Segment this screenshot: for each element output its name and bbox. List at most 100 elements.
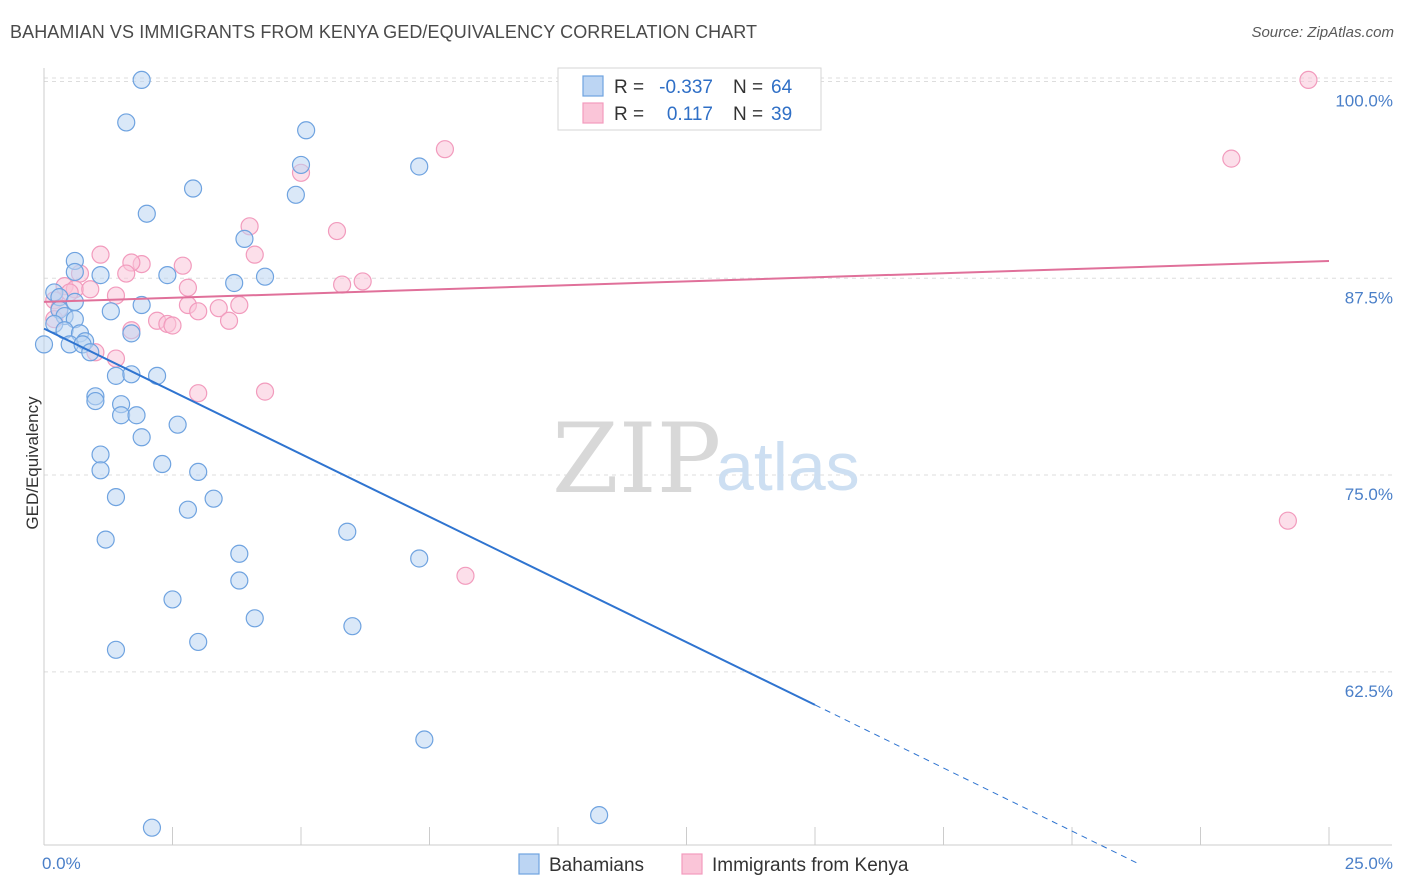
- kenya-point: [333, 275, 352, 294]
- bottom-legend-swatch-bahamians: [518, 853, 540, 875]
- chart-title: BAHAMIAN VS IMMIGRANTS FROM KENYA GED/EQ…: [10, 22, 758, 42]
- legend-n-value-1: 64: [771, 77, 793, 98]
- bahamian-point: [91, 266, 110, 285]
- legend-r-label-1: R =: [614, 77, 644, 98]
- series-legend: Bahamians Immigrants from Kenya: [518, 853, 909, 876]
- kenya-point: [91, 245, 110, 264]
- kenya-point: [178, 278, 198, 297]
- bahamian-point: [132, 295, 151, 315]
- bahamian-trend-extension: [814, 704, 1140, 865]
- x-ticks: [172, 827, 1330, 845]
- bahamian-point: [158, 266, 177, 285]
- kenya-point: [230, 295, 249, 315]
- axes: [43, 68, 1392, 846]
- source-credit: Source: ZipAtlas.com: [1251, 24, 1394, 41]
- kenya-point: [353, 272, 372, 291]
- bahamian-point: [168, 415, 187, 434]
- bahamian-point: [245, 609, 264, 628]
- bahamian-point: [291, 155, 311, 175]
- kenya-point: [1222, 149, 1241, 168]
- bahamian-point: [34, 335, 54, 354]
- bahamian-point: [111, 406, 131, 425]
- bahamian-point: [122, 324, 141, 343]
- bahamian-point: [590, 805, 609, 825]
- legend-swatch-bahamians: [582, 75, 604, 97]
- kenya-trend-line: [43, 259, 1330, 303]
- bahamian-points: [34, 70, 609, 837]
- bahamian-point: [86, 391, 105, 411]
- y-tick-label: 87.5%: [1345, 288, 1393, 307]
- y-tick-label: 100.0%: [1335, 91, 1393, 110]
- y-tick-labels: 100.0% 87.5% 75.0% 62.5%: [1335, 91, 1393, 700]
- bahamian-point: [286, 185, 305, 204]
- bahamian-point: [255, 267, 275, 286]
- kenya-point: [245, 245, 264, 264]
- kenya-point: [173, 256, 192, 275]
- bahamian-point: [117, 113, 136, 132]
- bahamian-point: [96, 530, 115, 549]
- kenya-point: [209, 299, 228, 318]
- bahamian-point: [410, 549, 429, 568]
- watermark: ZIP atlas: [552, 403, 860, 515]
- y-axis-label: GED/Equivalency: [23, 396, 42, 530]
- bottom-legend-label-kenya: Immigrants from Kenya: [712, 855, 909, 876]
- bahamian-point: [235, 229, 254, 249]
- bahamian-point: [189, 632, 208, 652]
- bahamian-point: [338, 522, 357, 541]
- bahamian-point: [225, 273, 244, 293]
- bottom-legend-label-bahamians: Bahamians: [549, 855, 644, 876]
- bahamian-point: [132, 70, 151, 90]
- legend-n-label-1: N =: [733, 77, 763, 98]
- bahamian-point: [142, 818, 162, 837]
- bahamian-point: [204, 489, 223, 508]
- legend-n-value-2: 39: [771, 104, 792, 125]
- bahamian-point: [153, 454, 172, 474]
- bottom-legend-swatch-kenya: [681, 853, 703, 875]
- bahamian-point: [297, 121, 316, 140]
- kenya-point: [1278, 511, 1297, 530]
- kenya-point: [81, 280, 100, 299]
- x-tick-label-min: 0.0%: [42, 854, 81, 873]
- bahamian-point: [230, 571, 249, 590]
- bahamian-point: [91, 461, 110, 480]
- legend-r-value-1: -0.337: [659, 77, 713, 98]
- bahamian-point: [183, 179, 203, 198]
- kenya-point: [189, 384, 208, 403]
- bahamian-point: [230, 544, 249, 563]
- bahamian-point: [65, 262, 84, 282]
- watermark-atlas: atlas: [716, 429, 860, 505]
- kenya-point: [456, 566, 475, 585]
- legend-n-label-2: N =: [733, 104, 763, 125]
- kenya-point: [255, 382, 275, 401]
- y-tick-label: 62.5%: [1345, 682, 1393, 701]
- bahamian-point: [178, 500, 198, 519]
- bahamian-point: [343, 617, 362, 636]
- kenya-point: [117, 264, 136, 283]
- kenya-point: [189, 302, 208, 321]
- kenya-point: [219, 311, 239, 330]
- legend-r-label-2: R =: [614, 104, 644, 125]
- bahamian-point: [106, 487, 126, 507]
- kenya-point: [163, 316, 182, 335]
- x-tick-label-max: 25.0%: [1345, 854, 1393, 873]
- legend-swatch-kenya: [582, 102, 604, 124]
- kenya-point: [106, 286, 126, 305]
- kenya-point: [327, 221, 347, 241]
- y-tick-label: 75.0%: [1345, 485, 1393, 504]
- bahamian-point: [163, 590, 182, 609]
- bahamian-point: [189, 462, 208, 482]
- correlation-legend: R = -0.337 N = 64 R = 0.117 N = 39: [557, 67, 822, 131]
- watermark-zip: ZIP: [552, 403, 721, 515]
- bahamian-point: [410, 157, 429, 176]
- kenya-point: [435, 140, 455, 159]
- bahamian-point: [91, 445, 110, 464]
- bahamian-point: [106, 366, 126, 385]
- bahamian-point: [132, 428, 151, 447]
- legend-r-value-2: 0.117: [667, 104, 713, 125]
- bahamian-trend-line: [43, 327, 816, 706]
- bahamian-point: [127, 406, 146, 425]
- bahamian-point: [101, 302, 120, 321]
- bahamian-point: [106, 640, 126, 659]
- trend-lines: [43, 259, 1330, 865]
- bahamian-point: [415, 730, 434, 749]
